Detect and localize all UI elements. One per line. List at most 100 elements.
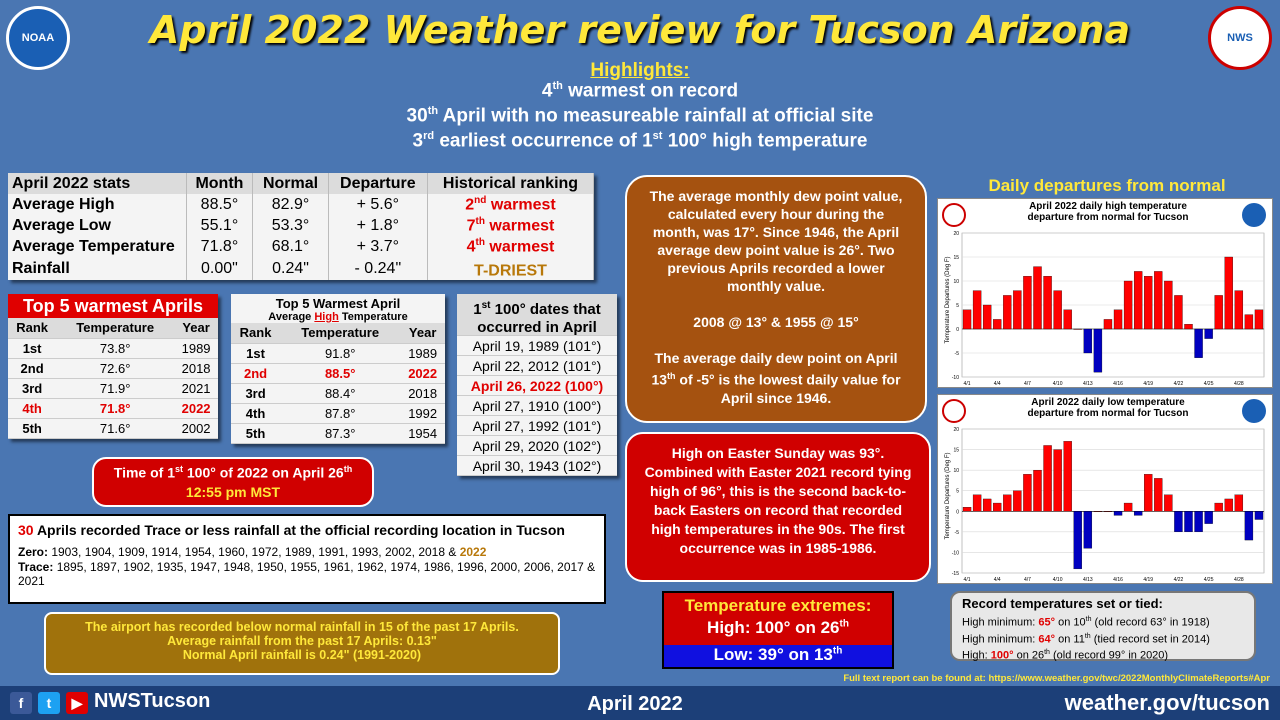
bar [1204, 511, 1213, 524]
bar [972, 290, 982, 330]
chart-title: April 2022 daily high temperature depart… [1027, 201, 1189, 223]
stats-header: Historical ranking [427, 173, 594, 194]
list-item: April 19, 1989 (101°) [457, 336, 617, 356]
y-tick-label: -15 [952, 571, 959, 577]
full-report-link[interactable]: Full text report can be found at: https:… [843, 673, 1270, 684]
bar [1133, 271, 1143, 330]
first-100-title: 1st 100° dates that occurred in April [457, 294, 617, 336]
list-item: April 26, 2022 (100°) [457, 376, 617, 396]
top5-warmest-panel: Top 5 warmest Aprils Rank Temperature Year… [8, 294, 218, 439]
bar [1254, 309, 1264, 330]
x-tick-label: 4/1 [964, 381, 971, 387]
top5-high-subtitle: Average High Temperature [268, 311, 408, 323]
nws-small-logo [942, 399, 966, 423]
airport-rainfall-box: The airport has recorded below normal ra… [44, 612, 560, 675]
list-item: April 29, 2020 (102°) [457, 436, 617, 456]
y-tick-label: 0 [956, 509, 959, 515]
x-tick-label: 4/7 [1024, 381, 1031, 387]
bar [1144, 474, 1153, 512]
y-tick-label: 20 [953, 231, 959, 237]
bar [1154, 271, 1163, 330]
table-row: 3rd 71.9° 2021 [8, 378, 218, 399]
table-row: 4th 71.8° 2022 [8, 398, 218, 419]
table-row: 4th 87.8° 1992 [231, 403, 445, 424]
records-box: Record temperatures set or tied: High mi… [950, 591, 1256, 662]
y-tick-label: -5 [955, 351, 960, 357]
bar [1063, 309, 1072, 330]
x-tick-label: 4/22 [1174, 381, 1184, 387]
x-tick-label: 4/7 [1024, 577, 1031, 583]
noaa-small-logo [1242, 203, 1266, 227]
table-row: Average Temperature 71.8° 68.1° + 3.7° 4th … [8, 236, 594, 257]
table-row: 2nd 72.6° 2018 [8, 358, 218, 379]
x-tick-label: 4/28 [1234, 381, 1244, 387]
bar [1073, 511, 1082, 570]
bar [1053, 449, 1062, 512]
bar [982, 304, 992, 330]
x-tick-label: 4/25 [1204, 381, 1214, 387]
departures-heading: Daily departures from normal [988, 176, 1226, 195]
facebook-icon[interactable]: f [10, 692, 32, 714]
bar [1224, 256, 1233, 330]
stats-header: Normal [252, 173, 329, 194]
trace-heading: 30 Aprils recorded Trace or less rainfal… [18, 522, 565, 538]
bar [1133, 511, 1143, 516]
record-row: High minimum: 64° on 11th (tied record s… [962, 632, 1210, 646]
bar [1164, 494, 1173, 512]
bar [993, 319, 1002, 330]
dewpoint-box: The average monthly dew point value, cal… [625, 175, 927, 423]
time-of-100-box: Time of 1st 100° of 2022 on April 26th 1… [92, 457, 374, 507]
bar [1033, 266, 1042, 330]
youtube-icon[interactable]: ▶ [66, 692, 88, 714]
bar [982, 498, 992, 512]
bar [1093, 328, 1103, 373]
bar [1144, 276, 1153, 330]
x-tick-label: 4/4 [994, 577, 1001, 583]
x-tick-label: 4/22 [1174, 577, 1184, 583]
top5-warmest-title: Top 5 warmest Aprils [8, 294, 218, 318]
bar [1043, 445, 1052, 512]
bar [1184, 324, 1193, 330]
list-item: April 22, 2012 (101°) [457, 356, 617, 376]
y-tick-label: -5 [955, 530, 960, 536]
x-tick-label: 4/10 [1053, 577, 1063, 583]
table-row: Average High 88.5° 82.9° + 5.6° 2nd warmest [8, 194, 594, 215]
x-tick-label: 4/25 [1204, 577, 1214, 583]
bar [1214, 502, 1223, 512]
bar [1113, 511, 1123, 516]
website-link[interactable]: weather.gov/tucson [1064, 690, 1270, 715]
x-tick-label: 4/1 [964, 577, 971, 583]
bar [1174, 295, 1183, 330]
highlight-line-2: 30th April with no measureable rainfall … [406, 105, 874, 127]
bar [962, 507, 972, 512]
bar [1174, 511, 1183, 533]
footer-month: April 2022 [587, 693, 683, 715]
bar [1254, 511, 1264, 520]
bar [1103, 511, 1113, 512]
nws-logo: NWS [1208, 6, 1272, 70]
x-tick-label: 4/4 [994, 381, 1001, 387]
bar [1234, 494, 1244, 512]
social-handle[interactable]: NWSTucson [94, 690, 211, 712]
bar [1083, 511, 1093, 549]
top5-high-panel: Top 5 Warmest April Average High Tempera… [231, 294, 445, 444]
list-item: April 27, 1992 (101°) [457, 416, 617, 436]
trace-rainfall-box: 30 Aprils recorded Trace or less rainfal… [8, 514, 606, 604]
bar [1043, 276, 1052, 330]
noaa-small-logo [1242, 399, 1266, 423]
first-100-dates-panel: 1st 100° dates that occurred in April Ap… [457, 294, 617, 476]
chart-svg: -15 -10 -5 0 5 10 15 20 4/1 4/4 4/7 4/10 4/13 4/16 4/1… [952, 427, 1265, 583]
table-row: 1st 91.8° 1989 [231, 343, 445, 364]
stats-header: April 2022 stats [8, 173, 187, 194]
y-tick-label: -10 [952, 550, 959, 556]
y-tick-label: -10 [952, 375, 959, 381]
x-tick-label: 4/13 [1083, 577, 1093, 583]
table-row: Rainfall 0.00" 0.24" - 0.24" T-DRIEST [8, 257, 594, 281]
bar [1113, 309, 1123, 330]
twitter-icon[interactable]: t [38, 692, 60, 714]
y-tick-label: 10 [953, 468, 959, 474]
record-row: High minimum: 65° on 10th (old record 63… [962, 616, 1210, 629]
bar [1224, 498, 1233, 512]
footer [0, 686, 1280, 720]
bar [1063, 441, 1072, 512]
